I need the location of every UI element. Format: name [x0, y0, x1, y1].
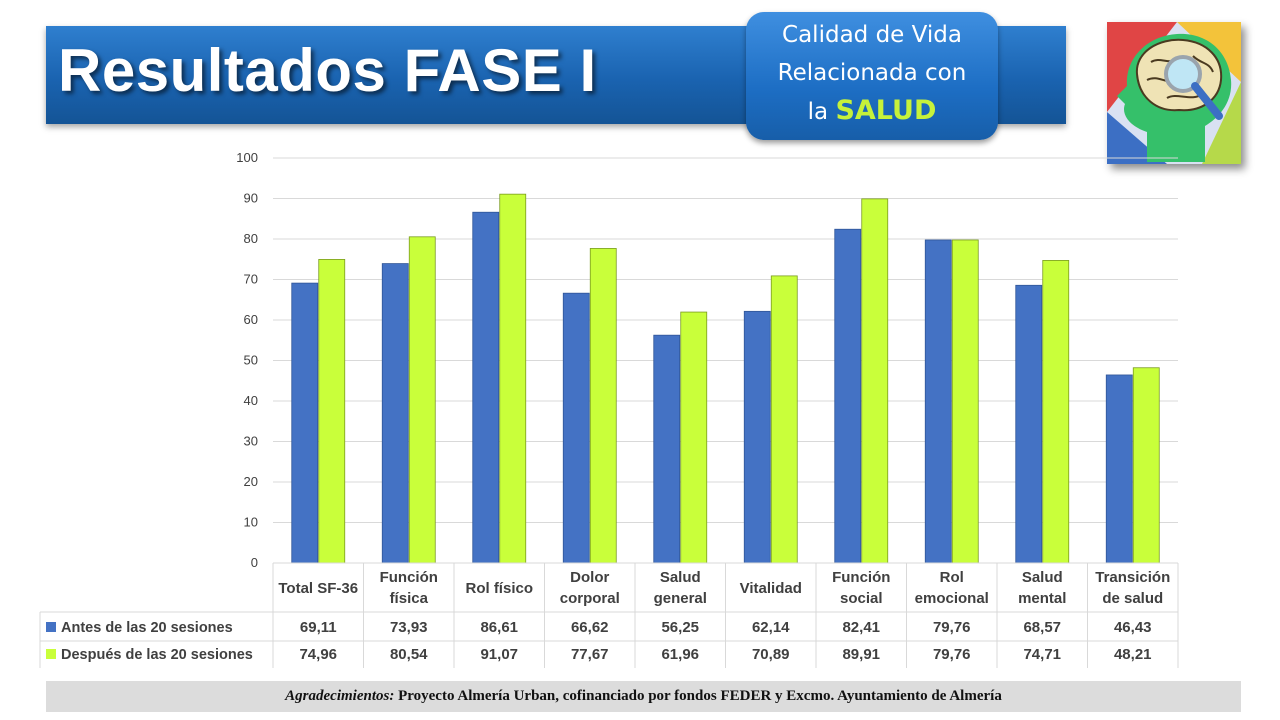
- y-tick-label: 30: [244, 434, 258, 449]
- category-label: mental: [1018, 590, 1066, 607]
- category-label: emocional: [915, 590, 989, 607]
- data-value: 61,96: [661, 646, 699, 663]
- bar-antes: [653, 334, 681, 564]
- footer-italic: Agradecimientos:: [285, 688, 395, 704]
- bar-antes: [472, 211, 500, 564]
- data-value: 70,89: [752, 646, 790, 663]
- category-label: Función: [380, 569, 438, 586]
- data-value: 46,43: [1114, 619, 1152, 636]
- bar-despues: [408, 236, 436, 564]
- data-value: 79,76: [933, 619, 971, 636]
- bar-despues: [951, 239, 979, 564]
- bar-despues: [861, 198, 889, 564]
- y-tick-label: 100: [236, 150, 258, 165]
- page-title: Resultados FASE I: [58, 37, 597, 104]
- badge-line-2: Relacionada con: [777, 60, 967, 86]
- legend-key: [46, 649, 56, 659]
- brain-magnifier-icon: [1107, 22, 1241, 164]
- y-tick-label: 90: [244, 191, 258, 206]
- bar-antes: [291, 282, 319, 564]
- bar-antes: [834, 228, 862, 564]
- badge-line-3: la SALUD: [746, 92, 998, 131]
- badge-line-1: Calidad de Vida: [782, 22, 962, 48]
- category-label: corporal: [560, 590, 620, 607]
- data-value: 74,71: [1023, 646, 1061, 663]
- footer-text: Proyecto Almería Urban, cofinanciado por…: [394, 688, 1002, 704]
- bar-antes: [743, 310, 771, 564]
- y-tick-label: 0: [251, 555, 258, 570]
- legend-label: Antes de las 20 sesiones: [61, 620, 233, 636]
- category-label: física: [390, 590, 429, 607]
- category-label: Transición: [1095, 569, 1170, 586]
- y-axis-ticks: 0 10 20 30 40 50 60 70 80 90 100: [236, 150, 258, 570]
- bar-antes: [924, 239, 952, 564]
- legend-label: Después de las 20 sesiones: [61, 647, 253, 663]
- bar-antes: [562, 292, 590, 564]
- data-value: 66,62: [571, 619, 609, 636]
- category-label: social: [840, 590, 883, 607]
- data-value: 68,57: [1023, 619, 1061, 636]
- data-value: 89,91: [842, 646, 880, 663]
- bar-despues: [589, 248, 617, 564]
- badge-line-3-prefix: la: [807, 99, 829, 125]
- bar-despues: [1042, 260, 1070, 564]
- footer-acknowledgements: Agradecimientos: Proyecto Almería Urban,…: [46, 681, 1241, 712]
- legend-key: [46, 622, 56, 632]
- y-tick-label: 60: [244, 312, 258, 327]
- y-tick-label: 20: [244, 474, 258, 489]
- y-tick-label: 10: [244, 515, 258, 530]
- data-value: 62,14: [752, 619, 790, 636]
- category-label: Salud: [1022, 569, 1063, 586]
- data-table: Total SF-36 Función física Rol físico Dolor c…: [39, 562, 1179, 668]
- y-tick-label: 50: [244, 353, 258, 368]
- y-tick-label: 70: [244, 272, 258, 287]
- data-value: 56,25: [661, 619, 699, 636]
- data-value: 74,96: [299, 646, 337, 663]
- category-label: Rol: [940, 569, 964, 586]
- data-value: 79,76: [933, 646, 971, 663]
- category-label: de salud: [1102, 590, 1163, 607]
- data-value: 86,61: [480, 619, 518, 636]
- category-label: general: [654, 590, 707, 607]
- category-label: Rol físico: [465, 580, 533, 597]
- bar-despues: [1132, 367, 1160, 564]
- y-tick-label: 80: [244, 231, 258, 246]
- category-label: Total SF-36: [278, 580, 358, 597]
- category-label: Salud: [660, 569, 701, 586]
- data-value: 91,07: [480, 646, 518, 663]
- data-value: 48,21: [1114, 646, 1152, 663]
- bar-chart: 0 10 20 30 40 50 60 70 80 90 100 Total SF-36 Funció…: [39, 150, 1179, 668]
- bar-antes: [1015, 284, 1043, 564]
- category-label: Vitalidad: [740, 580, 802, 597]
- bars: [291, 193, 1160, 564]
- data-value: 69,11: [300, 619, 337, 636]
- category-label: Dolor: [570, 569, 609, 586]
- category-label: Función: [832, 569, 890, 586]
- badge-highlight: SALUD: [835, 95, 937, 126]
- data-value: 73,93: [390, 619, 428, 636]
- bar-despues: [499, 193, 527, 564]
- bar-despues: [680, 311, 708, 564]
- topic-badge: Calidad de Vida Relacionada con la SALUD: [746, 12, 998, 140]
- bar-antes: [1105, 374, 1133, 564]
- bar-antes: [381, 263, 409, 564]
- bar-despues: [318, 259, 346, 564]
- data-value: 77,67: [571, 646, 609, 663]
- bar-despues: [770, 275, 798, 564]
- gridlines: [273, 157, 1178, 564]
- y-tick-label: 40: [244, 393, 258, 408]
- data-value: 82,41: [842, 619, 880, 636]
- data-value: 80,54: [390, 646, 428, 663]
